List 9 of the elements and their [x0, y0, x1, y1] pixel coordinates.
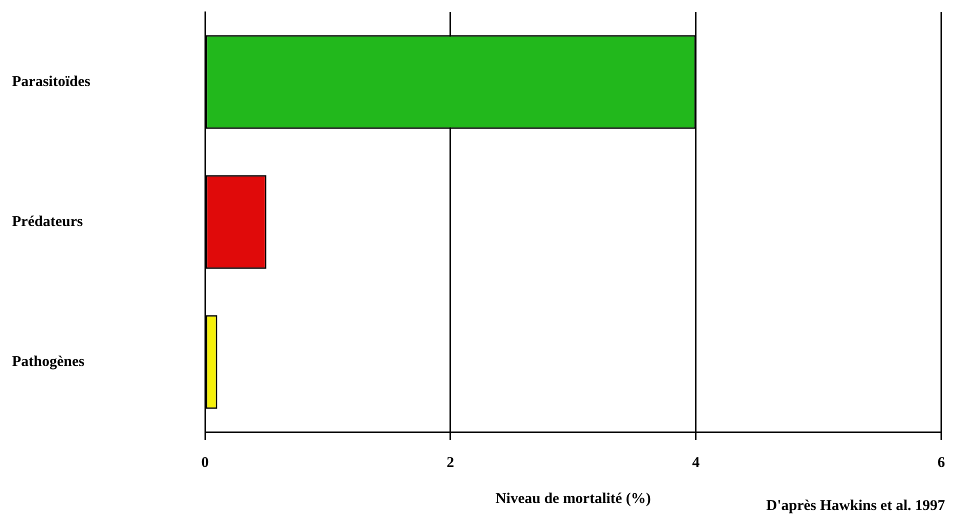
x-tick-label: 6	[938, 454, 946, 471]
y-tick-label: Parasitoïdes	[12, 74, 90, 90]
x-tick-label: 0	[201, 454, 209, 471]
x-axis-title: Niveau de mortalité (%)	[495, 490, 651, 507]
x-tick-label: 2	[446, 454, 454, 471]
y-tick-label: Pathogènes	[12, 354, 85, 370]
x-tick-label: 4	[692, 454, 700, 471]
text: D'après Hawkins et al. 1997	[766, 498, 946, 514]
y-tick-label: Prédateurs	[12, 214, 83, 230]
